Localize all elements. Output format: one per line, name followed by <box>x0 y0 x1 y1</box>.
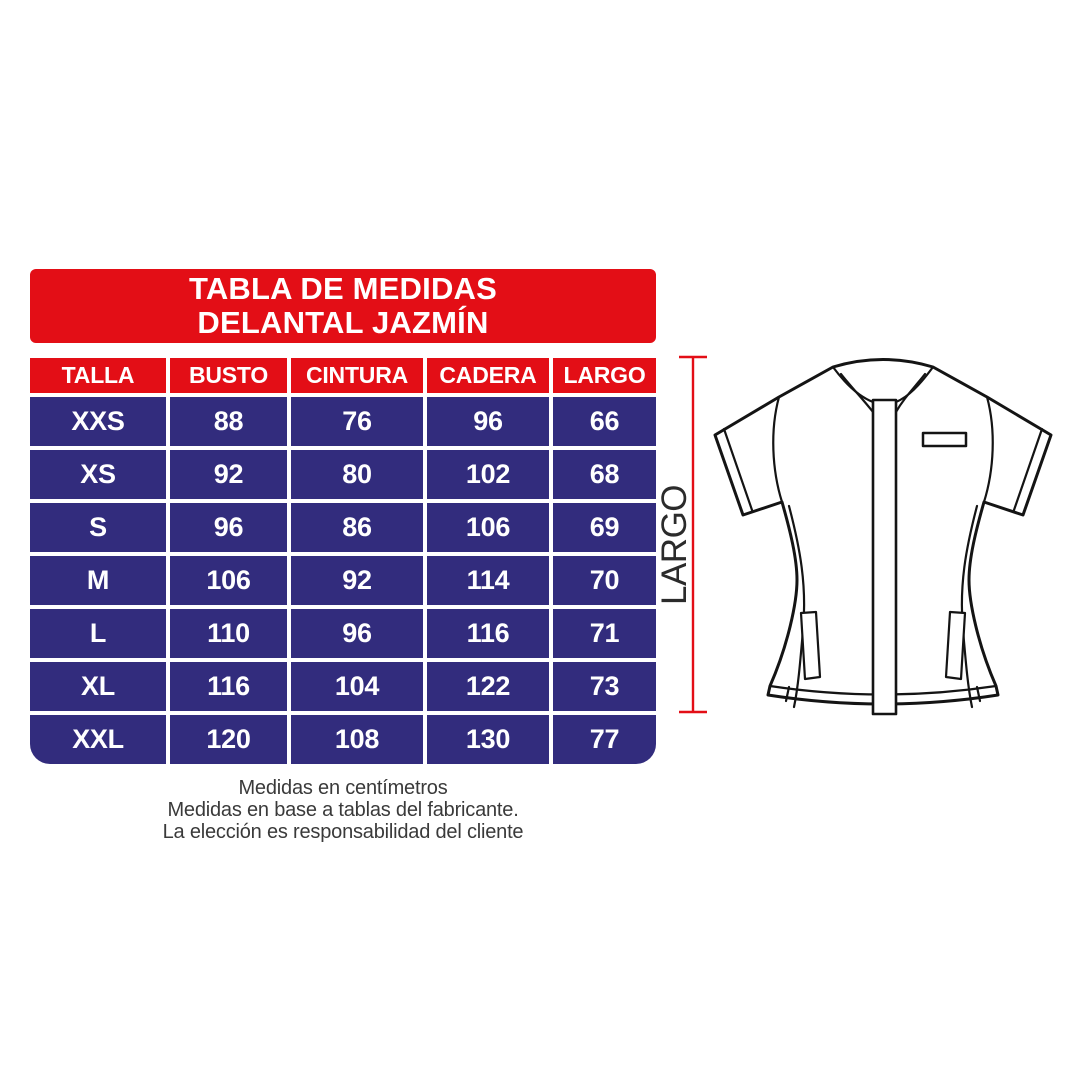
measurement-cell: 110 <box>170 609 287 658</box>
measurement-cell: 106 <box>170 556 287 605</box>
note-source: Medidas en base a tablas del fabricante. <box>167 799 519 821</box>
size-table: TALLA BUSTO CINTURA CADERA LARGO XXS 88 … <box>30 358 656 764</box>
armhole-right <box>982 395 994 504</box>
title-line-1: TABLA DE MEDIDAS <box>188 271 498 306</box>
column-header-talla: TALLA <box>30 358 166 393</box>
collar-band-right-inner <box>894 372 927 414</box>
measurement-cell: 106 <box>427 503 549 552</box>
measurement-cell: 86 <box>291 503 423 552</box>
hip-pocket-left <box>799 610 822 681</box>
measurement-cell: 116 <box>170 662 287 711</box>
footer-notes: Medidas en centímetros Medidas en base a… <box>30 777 656 843</box>
measurement-cell: 80 <box>291 450 423 499</box>
measurement-cell: 77 <box>553 715 656 764</box>
cuff-band-left <box>722 427 754 512</box>
measurement-cell: 66 <box>553 397 656 446</box>
garment-seams <box>722 365 1044 709</box>
column-header-cadera: CADERA <box>427 358 549 393</box>
largo-label: LARGO <box>660 485 694 605</box>
size-label-cell: M <box>30 556 166 605</box>
title-line-2: DELANTAL JAZMÍN <box>197 305 489 340</box>
largo-measure-line <box>679 355 707 714</box>
measurement-cell: 96 <box>427 397 549 446</box>
measurement-cell: 69 <box>553 503 656 552</box>
column-header-largo: LARGO <box>553 358 656 393</box>
measurement-cell: 92 <box>170 450 287 499</box>
measurement-cell: 114 <box>427 556 549 605</box>
armhole-left <box>772 395 784 504</box>
title-banner: TABLA DE MEDIDAS DELANTAL JAZMÍN <box>30 269 656 343</box>
hem-notch-left <box>784 685 791 703</box>
measurement-cell: 122 <box>427 662 549 711</box>
column-header-busto: BUSTO <box>170 358 287 393</box>
measurement-cell: 76 <box>291 397 423 446</box>
placket <box>871 398 898 716</box>
measurement-cell: 120 <box>170 715 287 764</box>
measurement-cell: 96 <box>170 503 287 552</box>
note-units: Medidas en centímetros <box>238 777 448 799</box>
size-label-cell: XXL <box>30 715 166 764</box>
measurement-cell: 71 <box>553 609 656 658</box>
size-label-cell: XL <box>30 662 166 711</box>
garment-pockets <box>799 431 968 681</box>
cuff-band-right <box>1012 427 1044 512</box>
size-label-cell: XXS <box>30 397 166 446</box>
note-disclaimer: La elección es responsabilidad del clien… <box>162 821 524 843</box>
column-header-cintura: CINTURA <box>291 358 423 393</box>
measurement-cell: 70 <box>553 556 656 605</box>
measurement-cell: 102 <box>427 450 549 499</box>
collar-band-left-inner <box>839 372 875 414</box>
measurement-cell: 68 <box>553 450 656 499</box>
measurement-cell: 92 <box>291 556 423 605</box>
size-label-cell: L <box>30 609 166 658</box>
hip-pocket-right <box>944 610 967 681</box>
measurement-cell: 116 <box>427 609 549 658</box>
size-label-cell: XS <box>30 450 166 499</box>
measurement-cell: 73 <box>553 662 656 711</box>
measurement-cell: 108 <box>291 715 423 764</box>
measurement-cell: 96 <box>291 609 423 658</box>
garment-diagram: LARGO <box>660 355 1053 716</box>
collar-band-right-outer <box>894 365 935 404</box>
measurement-cell: 130 <box>427 715 549 764</box>
hem-notch-right <box>975 685 982 703</box>
measurement-cell: 104 <box>291 662 423 711</box>
size-label-cell: S <box>30 503 166 552</box>
measurement-cell: 88 <box>170 397 287 446</box>
chest-pocket <box>921 431 968 448</box>
